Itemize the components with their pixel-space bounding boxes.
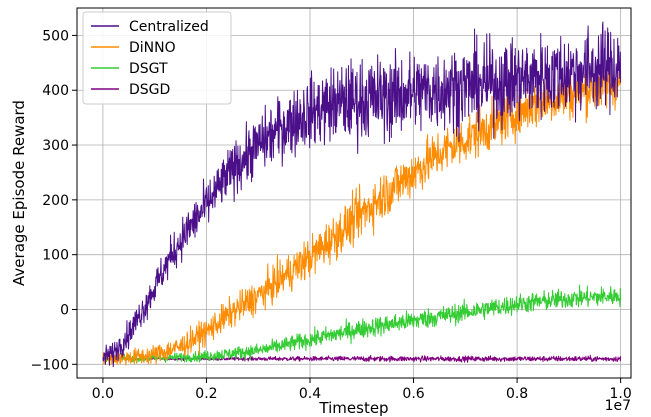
series-line-dinno xyxy=(102,58,622,366)
y-tick-label: 300 xyxy=(42,138,69,154)
y-tick-label: −100 xyxy=(31,357,69,373)
y-tick-label: 500 xyxy=(42,28,69,44)
y-axis-title: Average Episode Reward xyxy=(10,100,28,286)
x-tick-label: 1.0 xyxy=(610,386,632,402)
legend-box xyxy=(82,11,232,105)
x-tick-label: 0.4 xyxy=(299,386,321,402)
x-tick-label: 0.0 xyxy=(92,386,114,402)
x-tick-label: 0.8 xyxy=(506,386,528,402)
plot-frame xyxy=(76,7,632,379)
x-tick-label: 0.6 xyxy=(402,386,424,402)
legend-label-dsgt: DSGT xyxy=(129,61,168,77)
legend-label-dsgd: DSGD xyxy=(129,82,170,98)
series-line-dsgt xyxy=(102,284,622,364)
series-line-centralized xyxy=(102,21,622,368)
x-axis-offset-label: 1e7 xyxy=(605,398,631,414)
axis-ticks: 0.0 0.2 0.4 0.6 0.8 1.0 −100 0 100 200 300 400 500 xyxy=(31,28,632,402)
y-tick-label: 200 xyxy=(42,193,69,209)
legend-label-centralized: Centralized xyxy=(129,19,209,35)
legend: Centralized DiNNO DSGT DSGD xyxy=(82,11,232,105)
x-axis-title: Timestep xyxy=(318,399,388,417)
y-tick-label: 0 xyxy=(60,302,69,318)
x-tick-label: 0.2 xyxy=(195,386,217,402)
series-lines xyxy=(102,21,622,368)
y-tick-label: 400 xyxy=(42,83,69,99)
y-tick-label: 100 xyxy=(42,248,69,264)
legend-label-dinno: DiNNO xyxy=(129,40,176,56)
